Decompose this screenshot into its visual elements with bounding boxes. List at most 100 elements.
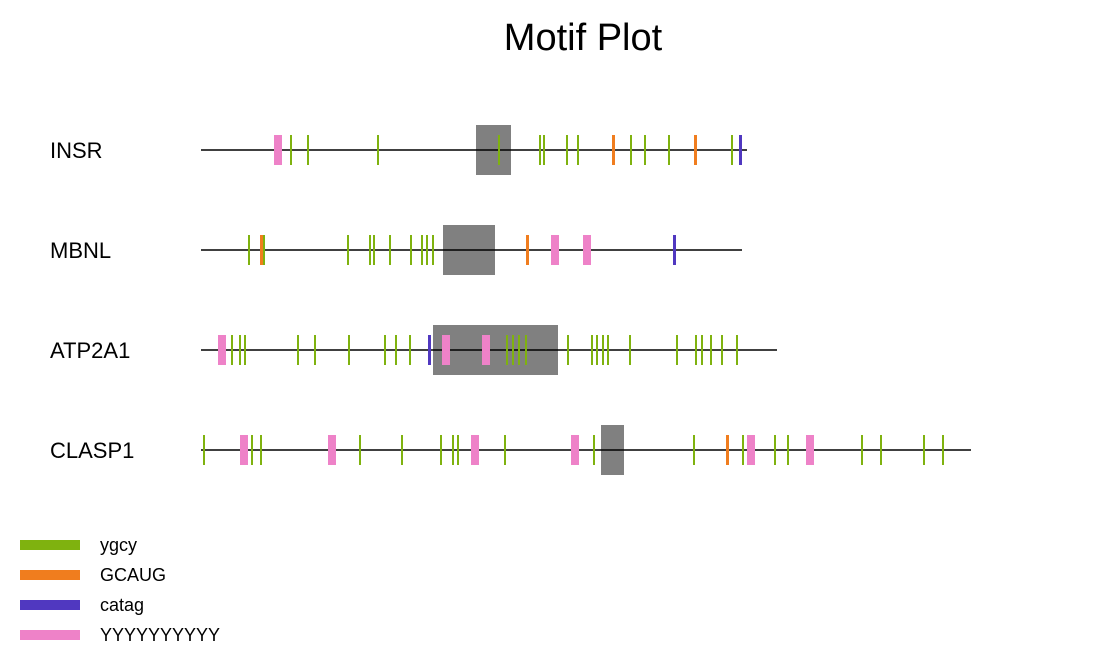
motif-mark-ygcy — [498, 135, 500, 165]
gene-label: CLASP1 — [50, 438, 134, 463]
motif-mark-ygcy — [401, 435, 403, 465]
motif-mark-ygcy — [742, 435, 744, 465]
gene-row: CLASP1 — [50, 425, 971, 475]
motif-mark-ygcy — [693, 435, 695, 465]
motif-mark-catag — [428, 335, 431, 365]
motif-mark-yyyyyyyyyy — [551, 235, 559, 265]
motif-mark-ygcy — [410, 235, 412, 265]
motif-mark-ygcy — [359, 435, 361, 465]
motif-mark-gcaug — [726, 435, 729, 465]
motif-mark-yyyyyyyyyy — [571, 435, 579, 465]
motif-mark-ygcy — [602, 335, 604, 365]
motif-mark-ygcy — [721, 335, 723, 365]
motif-mark-ygcy — [774, 435, 776, 465]
gene-row: ATP2A1 — [50, 325, 777, 375]
motif-mark-ygcy — [512, 335, 514, 365]
motif-mark-ygcy — [377, 135, 379, 165]
motif-mark-ygcy — [880, 435, 882, 465]
motif-mark-ygcy — [421, 235, 423, 265]
motif-mark-ygcy — [347, 235, 349, 265]
motif-mark-yyyyyyyyyy — [274, 135, 282, 165]
motif-mark-ygcy — [203, 435, 205, 465]
motif-mark-ygcy — [389, 235, 391, 265]
motif-mark-ygcy — [539, 135, 541, 165]
motif-mark-ygcy — [452, 435, 454, 465]
motif-mark-yyyyyyyyyy — [471, 435, 479, 465]
motif-mark-ygcy — [710, 335, 712, 365]
motif-mark-ygcy — [384, 335, 386, 365]
legend-swatch — [20, 540, 80, 550]
motif-mark-ygcy — [593, 435, 595, 465]
motif-mark-ygcy — [426, 235, 428, 265]
gene-label: ATP2A1 — [50, 338, 130, 363]
motif-mark-ygcy — [409, 335, 411, 365]
motif-mark-gcaug — [526, 235, 529, 265]
motif-mark-ygcy — [504, 435, 506, 465]
motif-mark-ygcy — [432, 235, 434, 265]
motif-mark-ygcy — [607, 335, 609, 365]
gene-label: MBNL — [50, 238, 111, 263]
legend-item: YYYYYYYYYY — [20, 625, 220, 645]
motif-mark-ygcy — [577, 135, 579, 165]
motif-mark-ygcy — [297, 335, 299, 365]
motif-mark-ygcy — [942, 435, 944, 465]
plot-title: Motif Plot — [504, 17, 663, 59]
legend-swatch — [20, 630, 80, 640]
motif-mark-gcaug — [260, 235, 263, 265]
motif-mark-ygcy — [591, 335, 593, 365]
motif-mark-ygcy — [314, 335, 316, 365]
gene-label: INSR — [50, 138, 103, 163]
motif-mark-ygcy — [457, 435, 459, 465]
motif-mark-ygcy — [231, 335, 233, 365]
legend-item: catag — [20, 595, 144, 615]
legend: ygcy GCAUG catag YYYYYYYYYY — [20, 535, 220, 645]
motif-mark-ygcy — [543, 135, 545, 165]
motif-mark-yyyyyyyyyy — [240, 435, 248, 465]
gene-row: INSR — [50, 125, 747, 175]
legend-swatch — [20, 570, 80, 580]
motif-mark-yyyyyyyyyy — [583, 235, 591, 265]
motif-mark-yyyyyyyyyy — [218, 335, 226, 365]
legend-label: ygcy — [100, 535, 137, 555]
motif-mark-ygcy — [630, 135, 632, 165]
motif-mark-ygcy — [248, 235, 250, 265]
motif-mark-gcaug — [612, 135, 615, 165]
motif-mark-catag — [739, 135, 742, 165]
motif-mark-ygcy — [290, 135, 292, 165]
motif-mark-ygcy — [307, 135, 309, 165]
motif-mark-ygcy — [518, 335, 520, 365]
motif-mark-yyyyyyyyyy — [482, 335, 490, 365]
motif-mark-ygcy — [923, 435, 925, 465]
motif-mark-ygcy — [263, 235, 265, 265]
motif-mark-gcaug — [694, 135, 697, 165]
motif-mark-yyyyyyyyyy — [442, 335, 450, 365]
motif-mark-ygcy — [525, 335, 527, 365]
motif-mark-ygcy — [736, 335, 738, 365]
legend-item: GCAUG — [20, 565, 166, 585]
motif-mark-ygcy — [861, 435, 863, 465]
motif-mark-ygcy — [787, 435, 789, 465]
motif-mark-ygcy — [348, 335, 350, 365]
legend-swatch — [20, 600, 80, 610]
motif-mark-ygcy — [395, 335, 397, 365]
motif-mark-ygcy — [244, 335, 246, 365]
motif-mark-ygcy — [440, 435, 442, 465]
motif-mark-ygcy — [566, 135, 568, 165]
motif-mark-ygcy — [644, 135, 646, 165]
motif-mark-ygcy — [701, 335, 703, 365]
motif-mark-ygcy — [506, 335, 508, 365]
motif-mark-ygcy — [373, 235, 375, 265]
motif-mark-yyyyyyyyyy — [328, 435, 336, 465]
gene-row: MBNL — [50, 225, 742, 275]
genes-layer: INSR MBNL ATP2A1 CLASP1 — [50, 125, 971, 475]
motif-mark-ygcy — [668, 135, 670, 165]
legend-label: YYYYYYYYYY — [100, 625, 220, 645]
motif-mark-ygcy — [676, 335, 678, 365]
motif-mark-ygcy — [369, 235, 371, 265]
legend-label: catag — [100, 595, 144, 615]
motif-mark-yyyyyyyyyy — [806, 435, 814, 465]
motif-mark-yyyyyyyyyy — [747, 435, 755, 465]
motif-mark-catag — [673, 235, 676, 265]
motif-mark-ygcy — [260, 435, 262, 465]
